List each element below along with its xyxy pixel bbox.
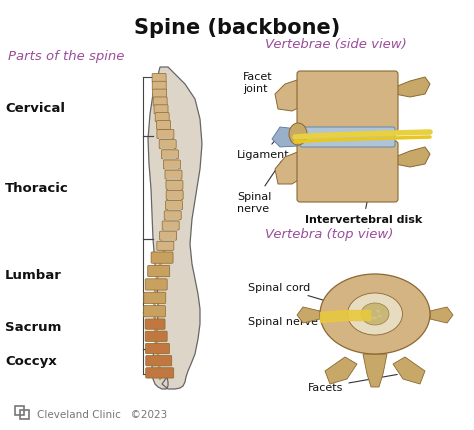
Text: Spinal
nerve: Spinal nerve (237, 162, 282, 213)
Bar (162, 240, 174, 243)
Ellipse shape (368, 311, 372, 314)
FancyBboxPatch shape (166, 181, 183, 190)
Text: Vertebra (top view): Vertebra (top view) (265, 227, 393, 240)
FancyBboxPatch shape (297, 141, 398, 203)
Text: Spinal cord: Spinal cord (248, 283, 367, 313)
FancyBboxPatch shape (153, 98, 167, 107)
FancyBboxPatch shape (166, 191, 183, 200)
Polygon shape (393, 357, 425, 384)
Bar (155, 106, 165, 108)
FancyBboxPatch shape (152, 74, 166, 83)
Polygon shape (430, 307, 453, 323)
Text: Thoracic: Thoracic (5, 181, 69, 194)
Bar (164, 159, 176, 161)
Ellipse shape (373, 317, 377, 320)
Polygon shape (275, 80, 300, 112)
FancyBboxPatch shape (152, 82, 166, 91)
Ellipse shape (376, 310, 380, 313)
FancyBboxPatch shape (155, 114, 169, 123)
Polygon shape (363, 354, 387, 387)
Bar (159, 138, 172, 141)
Text: Sacrum: Sacrum (5, 321, 61, 334)
FancyBboxPatch shape (160, 232, 177, 241)
Ellipse shape (320, 274, 430, 354)
Bar (155, 98, 164, 101)
FancyBboxPatch shape (148, 266, 170, 277)
FancyBboxPatch shape (156, 121, 171, 130)
FancyBboxPatch shape (153, 90, 166, 99)
Polygon shape (325, 357, 357, 384)
Ellipse shape (370, 317, 374, 320)
Bar (168, 189, 181, 192)
FancyBboxPatch shape (165, 171, 182, 180)
Polygon shape (395, 147, 430, 168)
Bar (168, 209, 181, 212)
FancyBboxPatch shape (145, 332, 167, 342)
Bar (20, 410, 29, 419)
Polygon shape (395, 78, 430, 98)
Polygon shape (148, 68, 202, 389)
Polygon shape (275, 152, 300, 184)
FancyBboxPatch shape (146, 368, 174, 378)
FancyBboxPatch shape (159, 140, 176, 149)
FancyBboxPatch shape (157, 242, 174, 251)
Text: Spinal nerve: Spinal nerve (248, 316, 330, 326)
Text: Coccyx: Coccyx (5, 355, 57, 368)
Ellipse shape (378, 315, 382, 318)
FancyBboxPatch shape (144, 292, 166, 304)
FancyBboxPatch shape (146, 344, 170, 354)
FancyBboxPatch shape (162, 150, 178, 160)
FancyBboxPatch shape (164, 161, 181, 169)
Text: Facets: Facets (308, 375, 397, 392)
FancyBboxPatch shape (164, 211, 181, 220)
FancyBboxPatch shape (145, 319, 165, 329)
FancyBboxPatch shape (165, 201, 182, 210)
Bar (168, 200, 181, 202)
FancyBboxPatch shape (145, 279, 167, 290)
FancyBboxPatch shape (144, 306, 165, 317)
Bar (164, 230, 177, 232)
Bar (167, 179, 180, 181)
FancyBboxPatch shape (151, 252, 173, 264)
Bar (154, 83, 164, 85)
FancyBboxPatch shape (300, 128, 395, 147)
Ellipse shape (289, 124, 307, 146)
Polygon shape (297, 307, 320, 323)
Text: Ligament: Ligament (237, 140, 290, 160)
Text: Lumbar: Lumbar (5, 269, 62, 282)
Bar (15, 406, 24, 415)
FancyBboxPatch shape (154, 105, 168, 114)
Bar (154, 90, 164, 93)
Text: Parts of the spine: Parts of the spine (8, 50, 124, 63)
Ellipse shape (347, 293, 402, 335)
Text: Spine (backbone): Spine (backbone) (134, 18, 340, 38)
Bar (156, 114, 166, 117)
Bar (157, 122, 167, 124)
FancyBboxPatch shape (297, 72, 398, 133)
Text: Intervertebral disk: Intervertebral disk (305, 141, 422, 224)
Text: Cleveland Clinic   ©2023: Cleveland Clinic ©2023 (37, 409, 167, 419)
Text: Facet
joint: Facet joint (243, 72, 296, 108)
Bar (161, 149, 174, 151)
Text: Cervical: Cervical (5, 101, 65, 114)
FancyBboxPatch shape (162, 221, 179, 230)
Bar (166, 220, 179, 222)
FancyBboxPatch shape (157, 130, 174, 139)
Polygon shape (272, 128, 298, 147)
FancyBboxPatch shape (146, 356, 172, 366)
Ellipse shape (361, 303, 389, 325)
Bar (165, 169, 178, 172)
Text: Vertebrae (side view): Vertebrae (side view) (265, 38, 407, 51)
